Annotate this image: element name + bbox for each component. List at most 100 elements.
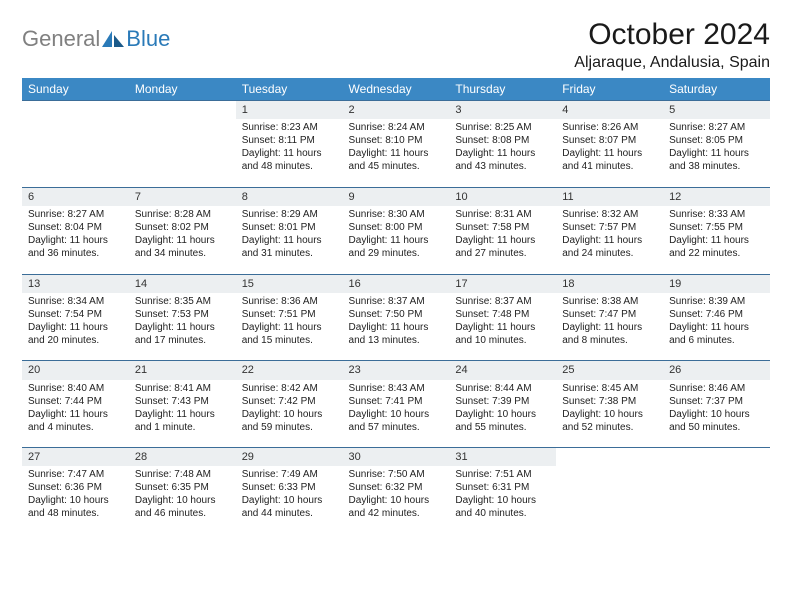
day-number-cell: 22 xyxy=(236,361,343,380)
day-number-cell: 9 xyxy=(343,187,450,206)
day-detail-cell: Sunrise: 7:47 AMSunset: 6:36 PMDaylight:… xyxy=(22,466,129,538)
brand-part2: Blue xyxy=(126,26,170,52)
weekday-heading: Monday xyxy=(129,78,236,101)
day-number-cell: 31 xyxy=(449,448,556,467)
day-number-row: 2728293031 xyxy=(22,448,770,467)
day-detail-cell: Sunrise: 8:25 AMSunset: 8:08 PMDaylight:… xyxy=(449,119,556,187)
day-number-cell: 13 xyxy=(22,274,129,293)
brand-logo: General Blue xyxy=(22,18,170,52)
sunset-text: Sunset: 6:35 PM xyxy=(135,481,230,494)
day-number-cell: 1 xyxy=(236,101,343,120)
sunset-text: Sunset: 7:53 PM xyxy=(135,308,230,321)
sunrise-text: Sunrise: 8:39 AM xyxy=(669,295,764,308)
sunset-text: Sunset: 8:08 PM xyxy=(455,134,550,147)
day-number-row: 12345 xyxy=(22,101,770,120)
day-detail-cell: Sunrise: 8:26 AMSunset: 8:07 PMDaylight:… xyxy=(556,119,663,187)
sunset-text: Sunset: 8:02 PM xyxy=(135,221,230,234)
sunrise-text: Sunrise: 8:41 AM xyxy=(135,382,230,395)
sunrise-text: Sunrise: 7:50 AM xyxy=(349,468,444,481)
calendar-page: General Blue October 2024 Aljaraque, And… xyxy=(0,0,792,548)
day-number-row: 20212223242526 xyxy=(22,361,770,380)
day-detail-cell: Sunrise: 8:23 AMSunset: 8:11 PMDaylight:… xyxy=(236,119,343,187)
sunset-text: Sunset: 7:39 PM xyxy=(455,395,550,408)
day-number-cell: 5 xyxy=(663,101,770,120)
day-number-cell: 19 xyxy=(663,274,770,293)
day-detail-cell: Sunrise: 8:44 AMSunset: 7:39 PMDaylight:… xyxy=(449,380,556,448)
weekday-heading: Wednesday xyxy=(343,78,450,101)
day-number-cell: 25 xyxy=(556,361,663,380)
weekday-header: Sunday Monday Tuesday Wednesday Thursday… xyxy=(22,78,770,101)
day-number-row: 13141516171819 xyxy=(22,274,770,293)
sunrise-text: Sunrise: 8:33 AM xyxy=(669,208,764,221)
day-detail-cell: Sunrise: 7:50 AMSunset: 6:32 PMDaylight:… xyxy=(343,466,450,538)
day-content-row: Sunrise: 7:47 AMSunset: 6:36 PM Daylight:… xyxy=(22,466,770,538)
title-block: October 2024 Aljaraque, Andalusia, Spain xyxy=(574,18,770,72)
day-detail-cell: Sunrise: 8:43 AMSunset: 7:41 PMDaylight:… xyxy=(343,380,450,448)
sunset-text: Sunset: 7:57 PM xyxy=(562,221,657,234)
sunrise-text: Sunrise: 8:37 AM xyxy=(349,295,444,308)
daylight-text: Daylight: 11 hours and 43 minutes. xyxy=(455,147,550,173)
day-number-cell: 30 xyxy=(343,448,450,467)
sunrise-text: Sunrise: 8:31 AM xyxy=(455,208,550,221)
daylight-text: Daylight: 11 hours and 31 minutes. xyxy=(242,234,337,260)
sunset-text: Sunset: 7:48 PM xyxy=(455,308,550,321)
weekday-heading: Sunday xyxy=(22,78,129,101)
sunset-text: Sunset: 7:46 PM xyxy=(669,308,764,321)
daylight-text: Daylight: 11 hours and 13 minutes. xyxy=(349,321,444,347)
day-number-cell: 10 xyxy=(449,187,556,206)
weekday-heading: Saturday xyxy=(663,78,770,101)
sunrise-text: Sunrise: 8:32 AM xyxy=(562,208,657,221)
day-number-cell: 2 xyxy=(343,101,450,120)
sail-icon xyxy=(102,31,124,47)
day-detail-cell: Sunrise: 8:31 AMSunset: 7:58 PMDaylight:… xyxy=(449,206,556,274)
sunrise-text: Sunrise: 7:51 AM xyxy=(455,468,550,481)
sunrise-text: Sunrise: 8:36 AM xyxy=(242,295,337,308)
day-detail-cell: Sunrise: 8:37 AMSunset: 7:48 PMDaylight:… xyxy=(449,293,556,361)
day-detail-cell: Sunrise: 8:42 AMSunset: 7:42 PMDaylight:… xyxy=(236,380,343,448)
sunrise-text: Sunrise: 7:49 AM xyxy=(242,468,337,481)
sunset-text: Sunset: 7:37 PM xyxy=(669,395,764,408)
day-number-cell xyxy=(22,101,129,120)
day-number-cell xyxy=(663,448,770,467)
daylight-text: Daylight: 11 hours and 41 minutes. xyxy=(562,147,657,173)
day-detail-cell: Sunrise: 8:30 AMSunset: 8:00 PMDaylight:… xyxy=(343,206,450,274)
day-detail-cell: Sunrise: 8:36 AMSunset: 7:51 PMDaylight:… xyxy=(236,293,343,361)
day-detail-cell: Sunrise: 8:37 AMSunset: 7:50 PMDaylight:… xyxy=(343,293,450,361)
day-detail-cell: Sunrise: 8:32 AMSunset: 7:57 PMDaylight:… xyxy=(556,206,663,274)
daylight-text: Daylight: 10 hours and 44 minutes. xyxy=(242,494,337,520)
location-label: Aljaraque, Andalusia, Spain xyxy=(574,54,770,72)
day-number-cell: 17 xyxy=(449,274,556,293)
daylight-text: Daylight: 11 hours and 48 minutes. xyxy=(242,147,337,173)
day-detail-cell: Sunrise: 8:27 AMSunset: 8:05 PMDaylight:… xyxy=(663,119,770,187)
sunrise-text: Sunrise: 8:25 AM xyxy=(455,121,550,134)
daylight-text: Daylight: 11 hours and 34 minutes. xyxy=(135,234,230,260)
sunset-text: Sunset: 7:47 PM xyxy=(562,308,657,321)
day-detail-cell xyxy=(22,119,129,187)
sunrise-text: Sunrise: 8:28 AM xyxy=(135,208,230,221)
sunrise-text: Sunrise: 7:47 AM xyxy=(28,468,123,481)
sunrise-text: Sunrise: 8:27 AM xyxy=(28,208,123,221)
sunrise-text: Sunrise: 8:38 AM xyxy=(562,295,657,308)
daylight-text: Daylight: 11 hours and 17 minutes. xyxy=(135,321,230,347)
daylight-text: Daylight: 11 hours and 27 minutes. xyxy=(455,234,550,260)
weekday-heading: Thursday xyxy=(449,78,556,101)
header: General Blue October 2024 Aljaraque, And… xyxy=(22,18,770,72)
day-number-cell: 11 xyxy=(556,187,663,206)
sunrise-text: Sunrise: 8:34 AM xyxy=(28,295,123,308)
day-number-cell: 15 xyxy=(236,274,343,293)
sunrise-text: Sunrise: 8:23 AM xyxy=(242,121,337,134)
sunset-text: Sunset: 7:55 PM xyxy=(669,221,764,234)
daylight-text: Daylight: 11 hours and 36 minutes. xyxy=(28,234,123,260)
day-detail-cell: Sunrise: 8:39 AMSunset: 7:46 PMDaylight:… xyxy=(663,293,770,361)
sunset-text: Sunset: 7:50 PM xyxy=(349,308,444,321)
sunrise-text: Sunrise: 7:48 AM xyxy=(135,468,230,481)
daylight-text: Daylight: 11 hours and 1 minute. xyxy=(135,408,230,434)
day-number-cell: 4 xyxy=(556,101,663,120)
sunrise-text: Sunrise: 8:40 AM xyxy=(28,382,123,395)
sunset-text: Sunset: 8:01 PM xyxy=(242,221,337,234)
sunrise-text: Sunrise: 8:29 AM xyxy=(242,208,337,221)
daylight-text: Daylight: 11 hours and 38 minutes. xyxy=(669,147,764,173)
sunset-text: Sunset: 6:36 PM xyxy=(28,481,123,494)
sunrise-text: Sunrise: 8:26 AM xyxy=(562,121,657,134)
daylight-text: Daylight: 11 hours and 45 minutes. xyxy=(349,147,444,173)
